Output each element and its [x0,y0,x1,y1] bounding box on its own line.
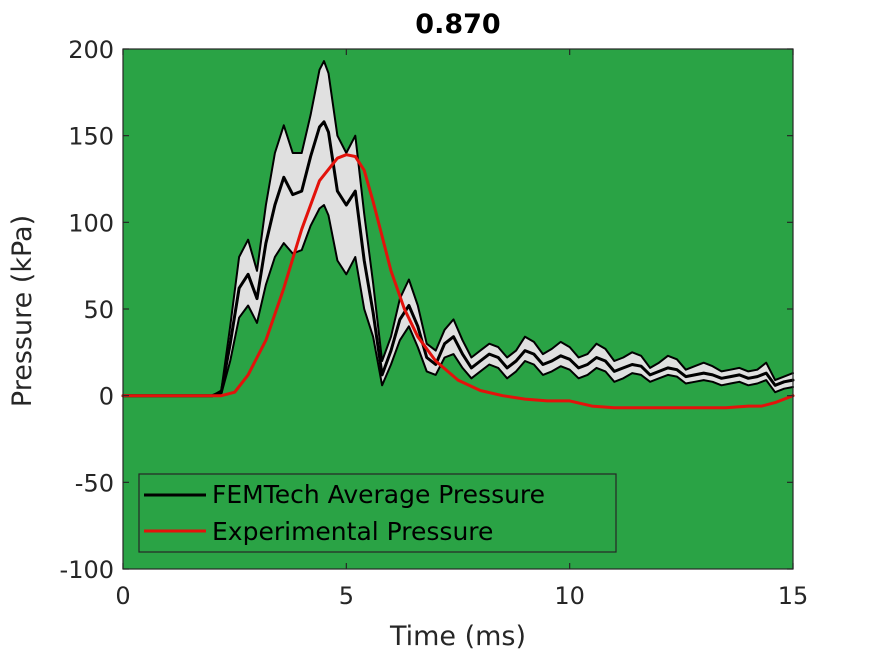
femtech-average-line [121,120,795,398]
y-tick-label: 150 [68,123,114,151]
y-tick-label: 100 [68,209,114,237]
femtech-band-upper-line [122,60,794,397]
experimental-pressure-line [121,153,795,410]
femtech-band-lower-line [122,204,794,397]
x-tick-label: 0 [115,582,130,610]
legend-box [138,473,617,553]
tick-layer: 0 5 10 15 200 150 100 50 0 -50 -100 [60,36,809,610]
x-axis-title: Time (ms) [389,621,526,652]
legend: FEMTech Average Pressure Experimental Pr… [138,473,617,553]
y-tick-label: -50 [75,469,114,497]
legend-label-femtech: FEMTech Average Pressure [212,480,545,509]
y-tick-label: 0 [99,383,114,411]
y-tick-label: -100 [60,556,114,584]
x-tick-label: 10 [554,582,585,610]
x-tick-label: 5 [339,582,354,610]
y-axis-title: Pressure (kPa) [7,215,38,407]
chart-title: 0.870 [415,9,500,40]
y-tick-label: 200 [68,36,114,64]
series-line-layer [121,60,795,410]
x-tick-label: 15 [778,582,809,610]
legend-label-experimental: Experimental Pressure [212,517,493,546]
y-tick-label: 50 [83,296,114,324]
